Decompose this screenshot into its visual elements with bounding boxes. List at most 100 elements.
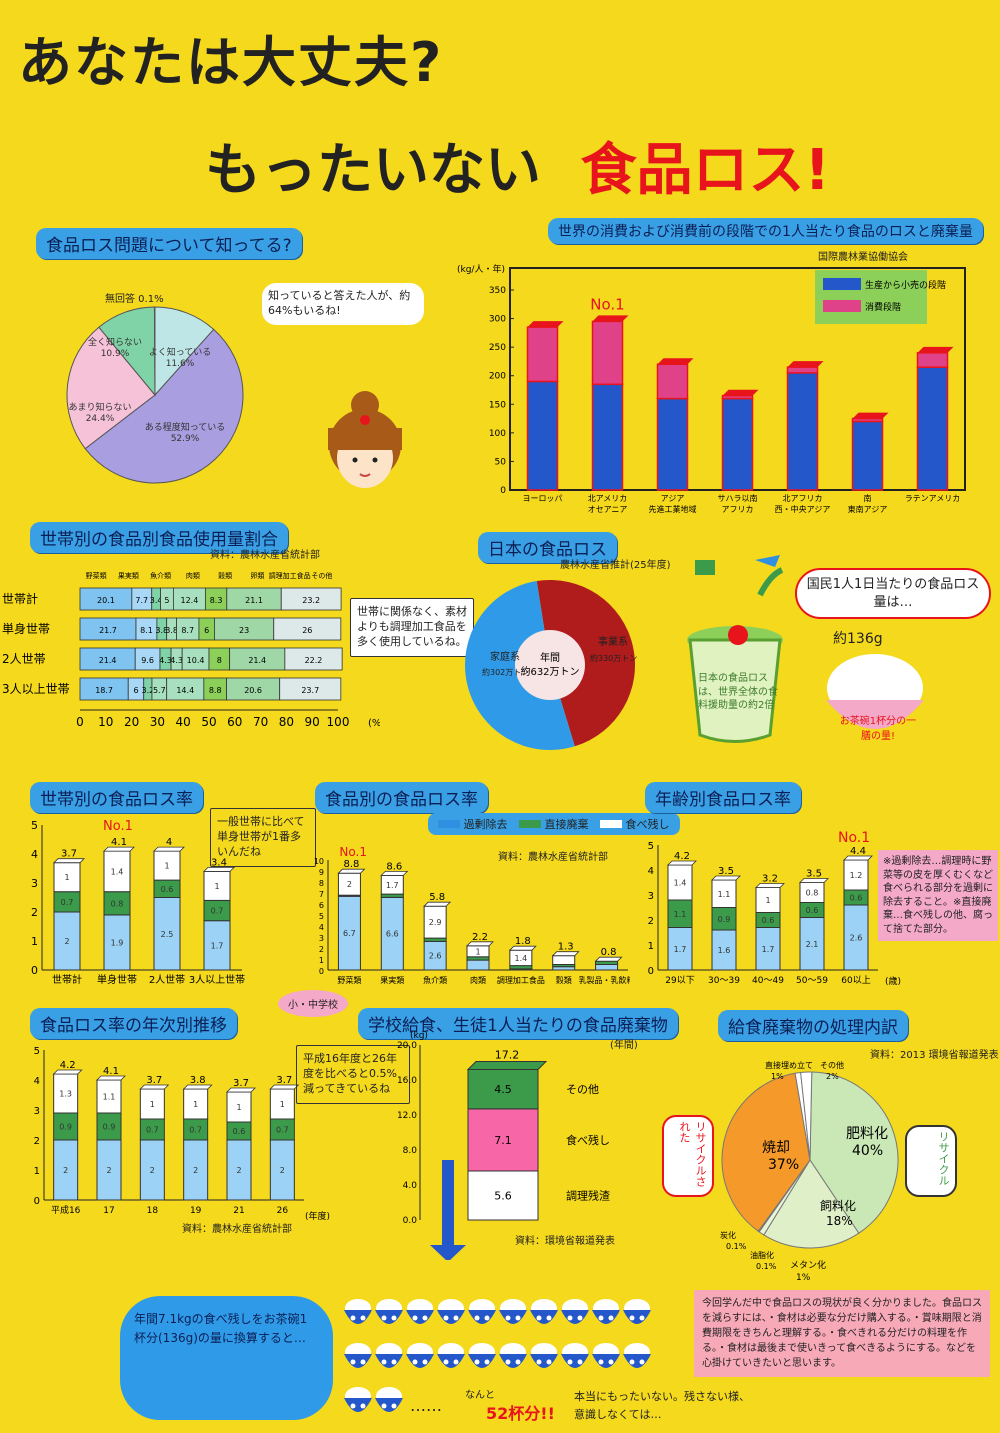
rice-bowl-dot: [629, 1315, 635, 1321]
household-row-label: 世帯計: [2, 591, 38, 606]
rice-bowl-dot: [391, 1359, 397, 1365]
foodloss-ytick: 6: [319, 901, 324, 910]
trend-chart: 0 1 2 3 4 5 2 0.9 1.3 4.2 平成16 2 0.9 1.1 4.1 17 2 0.7 1 3.7…: [34, 1046, 330, 1222]
hhloss-bar-value: 0.7: [211, 907, 224, 916]
section-title-japan: 日本の食品ロス: [478, 532, 617, 563]
disposal-value: 0.1%: [756, 1262, 777, 1271]
rice-bowl: [437, 1354, 465, 1368]
school-ytick: 20.0: [397, 1041, 417, 1051]
household-seg-value: 23: [239, 626, 249, 635]
ageloss-bar-value: 1.1: [718, 890, 731, 899]
trend-bar-value: 0.9: [59, 1123, 72, 1132]
ageloss-bar-value: 1.1: [674, 910, 687, 919]
school-seg-label: 食べ残し: [566, 1133, 610, 1147]
ageloss-bar-top: [667, 860, 697, 866]
hhloss-total: 3.7: [61, 849, 77, 860]
foodloss-ytick: 1: [319, 956, 324, 965]
disposal-value: 0.1%: [726, 1242, 747, 1251]
world-ytick: 50: [495, 457, 507, 467]
ageloss-bar-value: 0.6: [762, 916, 775, 925]
household-note: 世帯に関係なく、素材よりも調理加工食品を多く使用しているね。: [350, 598, 474, 657]
foodloss-category: 魚介類: [423, 975, 447, 985]
rice-bowl-dot: [484, 1359, 490, 1365]
ageloss-ytick: 5: [648, 841, 654, 852]
ageloss-bar-value: 0.9: [718, 915, 731, 924]
ageloss-bar: [711, 879, 737, 908]
japan-biz-value: 約330万トン: [590, 653, 637, 663]
household-header: 調理加工食品: [269, 571, 311, 580]
dots-text: ……: [410, 1396, 442, 1415]
household-xtick: 20: [124, 715, 139, 729]
foodloss-category: 乳製品・乳飲料: [579, 975, 630, 985]
world-ytick: 100: [489, 429, 506, 439]
trend-total: 3.7: [233, 1078, 249, 1089]
rice-bowl-dot: [567, 1315, 573, 1321]
foodloss-bar-value: 1.7: [386, 881, 399, 890]
foodloss-total: 8.6: [386, 861, 402, 872]
trend-total: 4.2: [60, 1060, 76, 1071]
household-seg-value: 21.1: [245, 596, 263, 605]
trend-bar-value: 1.3: [59, 1090, 72, 1099]
school-ytick: 4.0: [403, 1181, 418, 1191]
japan-center-value: 約632万トン: [520, 665, 579, 678]
awareness-label: あまり知らない 24.4%: [68, 401, 131, 424]
rice-bowl-dot: [391, 1403, 397, 1409]
household-row-label: 単身世帯: [2, 621, 50, 636]
household-header: その他: [311, 571, 332, 580]
world-bar-top: [787, 361, 824, 368]
ageloss-category: 60以上: [841, 975, 870, 986]
disposal-slice: [721, 1072, 811, 1232]
household-seg-value: 8: [217, 656, 222, 665]
world-category: 北アメリカ: [588, 494, 628, 503]
ageloss-bar-value: 0.6: [850, 894, 863, 903]
rice-bowl-dot: [598, 1315, 604, 1321]
world-bar: [721, 394, 754, 400]
rice-bowl-dot: [515, 1359, 521, 1365]
household-seg-value: 5.7: [153, 686, 166, 695]
world-bar-top: [592, 315, 629, 322]
rice-bowl-dot: [453, 1315, 459, 1321]
world-bar: [786, 366, 819, 374]
rice-bowl: [344, 1310, 372, 1324]
hhloss-category: 単身世帯: [97, 973, 137, 986]
trend-bar-value: 2: [236, 1166, 241, 1175]
household-seg-value: 8.3: [210, 596, 223, 605]
awareness-label: ある程度知っている 52.9%: [145, 421, 226, 444]
awareness-slice: [66, 326, 156, 450]
household-seg-value: 4.3: [170, 656, 183, 665]
household-seg-value: 3.8: [165, 626, 178, 635]
foodloss-ytick: 10: [314, 857, 324, 866]
world-bar: [591, 383, 624, 491]
rice-bowl-dot: [412, 1359, 418, 1365]
foodloss-bar-value: 6.7: [343, 929, 356, 938]
rice-bowl-dot: [577, 1315, 583, 1321]
school-seg-value: 7.1: [494, 1134, 512, 1147]
age-unit: (歳): [885, 975, 901, 987]
world-category: ラテンアメリカ: [905, 494, 961, 503]
world-bar: [656, 363, 689, 400]
household-seg-value: 22.2: [305, 656, 323, 665]
school-seg-label: 調理残渣: [566, 1189, 610, 1203]
world-ytick: 250: [489, 343, 506, 353]
rice-bowl-dot: [639, 1315, 645, 1321]
school-seg-value: 4.5: [494, 1083, 512, 1096]
household-seg: [284, 647, 343, 671]
foodloss-bar-top: [551, 951, 580, 957]
world-source: 国際農林業協働協会: [818, 252, 908, 263]
foodloss-bar-value: 1.4: [514, 954, 527, 963]
trend-bar-value: 1.1: [103, 1093, 116, 1102]
hhloss-bar-value: 1.4: [111, 867, 124, 876]
household-seg-value: 6: [133, 686, 138, 695]
ageloss-bar-value: 1: [765, 896, 770, 905]
world-bar: [656, 397, 689, 491]
trend-total: 3.8: [190, 1075, 206, 1086]
rice-bowl: [406, 1310, 434, 1324]
hhloss-category: 世帯計: [52, 973, 82, 986]
household-seg-value: 3.2: [141, 686, 154, 695]
foodloss-category: 肉類: [470, 975, 486, 985]
ageloss-bar-top: [711, 875, 741, 881]
household-header: 肉類: [186, 571, 200, 580]
bin-label: 日本の食品ロスは、世界全体の食料援助量の約2倍: [698, 673, 778, 711]
